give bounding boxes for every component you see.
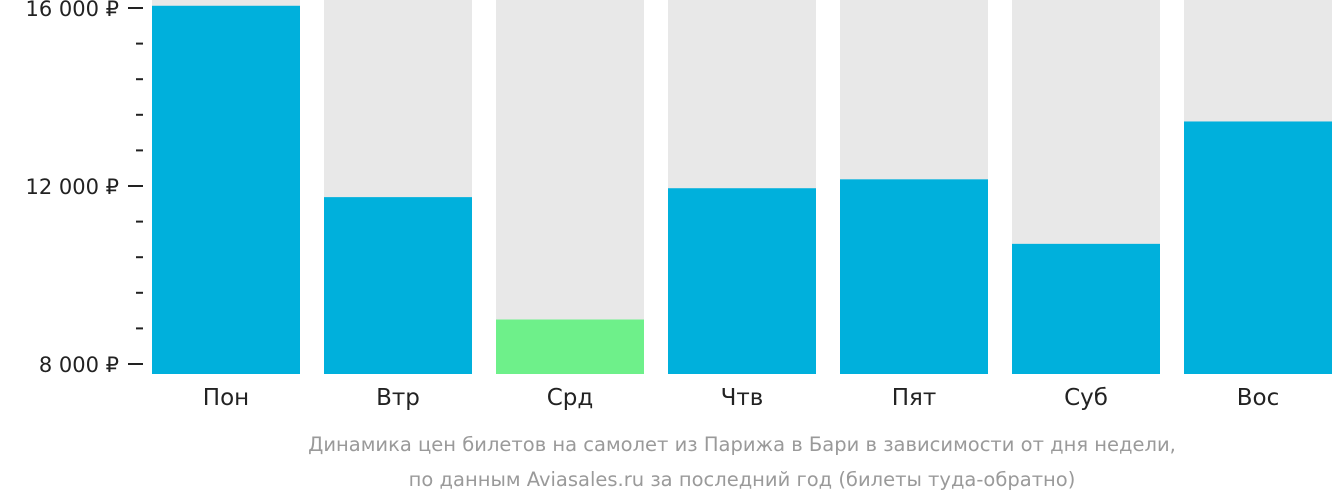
bar xyxy=(840,179,988,374)
x-tick-label: Втр xyxy=(376,385,420,411)
bar-background xyxy=(496,0,644,374)
y-tick-label: 16 000 ₽ xyxy=(25,0,119,21)
x-tick-label: Пон xyxy=(203,385,249,411)
x-tick-label: Чтв xyxy=(721,385,764,411)
y-tick-label: 12 000 ₽ xyxy=(25,175,119,199)
x-tick-label: Пят xyxy=(892,385,937,411)
bar xyxy=(152,5,300,375)
bar-lowest-price xyxy=(496,319,644,374)
chart-caption-line-2: по данным Aviasales.ru за последний год … xyxy=(408,468,1076,491)
y-tick-label: 8 000 ₽ xyxy=(39,353,119,377)
chart-caption-line-1: Динамика цен билетов на самолет из Париж… xyxy=(308,433,1176,456)
bar xyxy=(1184,121,1332,374)
bar xyxy=(1012,243,1160,374)
x-tick-label: Суб xyxy=(1064,385,1108,411)
x-tick-label: Вос xyxy=(1237,385,1280,411)
price-by-weekday-chart: 16 000 ₽ 12 000 ₽ 8 000 ₽ Пон Втр Срд Чтв Пят Су… xyxy=(25,0,1332,411)
bar xyxy=(668,188,816,374)
x-tick-label: Срд xyxy=(547,385,594,411)
bar xyxy=(324,197,472,374)
